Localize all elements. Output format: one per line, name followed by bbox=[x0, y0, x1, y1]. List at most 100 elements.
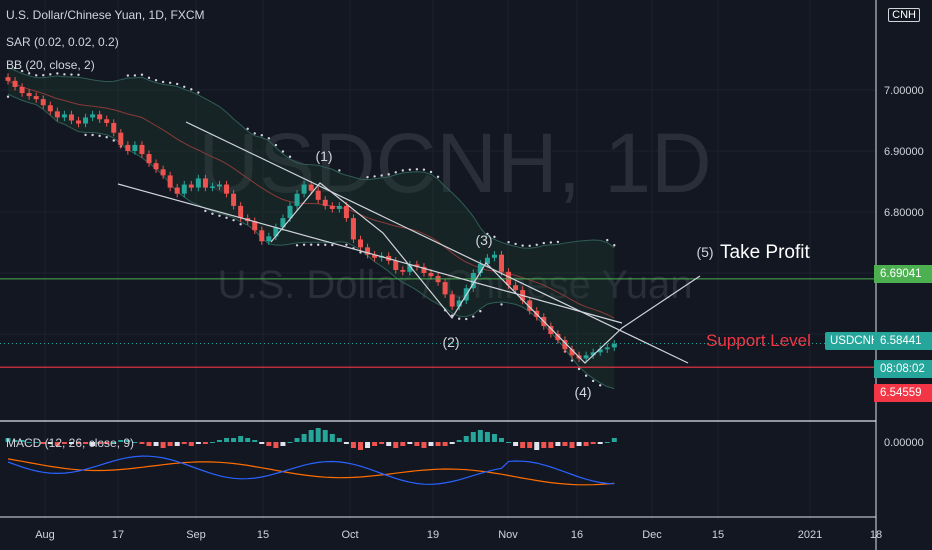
candle-body bbox=[68, 114, 74, 121]
candle-body bbox=[548, 326, 554, 334]
sar-dot bbox=[331, 243, 334, 247]
sar-dot bbox=[112, 139, 115, 142]
sar-dot bbox=[218, 214, 221, 217]
bb-legend[interactable]: BB (20, close, 2) bbox=[6, 58, 95, 72]
sar-dot bbox=[42, 74, 45, 77]
channel-lower-line bbox=[117, 183, 623, 324]
y-tick-label: 6.90000 bbox=[884, 146, 924, 158]
sar-dot bbox=[63, 73, 66, 76]
x-tick-label: 2021 bbox=[798, 529, 822, 541]
candle-body bbox=[5, 77, 11, 81]
sar-dot bbox=[493, 235, 496, 239]
macd-bar bbox=[365, 442, 371, 448]
bb-basis bbox=[7, 80, 615, 319]
sar-dot bbox=[394, 171, 397, 174]
macd-bar bbox=[555, 442, 561, 446]
sar-dot bbox=[528, 244, 531, 248]
sar-dot bbox=[324, 243, 327, 246]
sar-dot bbox=[613, 244, 616, 247]
candle-body bbox=[400, 269, 406, 272]
sar-dot bbox=[260, 134, 263, 137]
candle-body bbox=[217, 184, 222, 187]
candle-body bbox=[252, 221, 258, 231]
support-level-label: Support Level bbox=[706, 331, 811, 350]
wave-3-label: (3) bbox=[475, 232, 492, 248]
macd-bar bbox=[90, 442, 96, 446]
x-tick-label: 18 bbox=[870, 529, 882, 541]
candle-body bbox=[470, 273, 476, 289]
macd-zero-label: 0.00000 bbox=[884, 437, 924, 449]
sar-dot bbox=[140, 73, 144, 76]
grid bbox=[0, 0, 877, 520]
macd-bar bbox=[393, 442, 399, 448]
macd-bar bbox=[484, 432, 490, 442]
macd-bar bbox=[181, 442, 187, 444]
macd-pane bbox=[0, 420, 876, 518]
macd-bar bbox=[160, 442, 166, 448]
candle-body bbox=[301, 184, 307, 194]
currency-button[interactable]: CNH bbox=[888, 8, 920, 22]
candle-body bbox=[484, 257, 490, 264]
sar-dot bbox=[91, 133, 94, 137]
sar-dot bbox=[521, 244, 524, 247]
sar-dot bbox=[274, 143, 278, 147]
sar-dot bbox=[27, 72, 31, 75]
macd-bar bbox=[597, 442, 603, 444]
candle-body bbox=[358, 239, 363, 248]
sar-dot bbox=[436, 175, 440, 179]
candle-body bbox=[350, 218, 356, 240]
x-tick-label: 17 bbox=[112, 529, 124, 541]
macd-bar bbox=[12, 440, 18, 442]
sar-dot bbox=[401, 169, 404, 172]
candle-body bbox=[428, 273, 434, 277]
macd-bar bbox=[238, 436, 244, 442]
x-tick-label: 19 bbox=[427, 529, 439, 541]
sar-legend[interactable]: SAR (0.02, 0.02, 0.2) bbox=[6, 35, 119, 49]
x-tick-label: Sep bbox=[186, 529, 206, 541]
sar-dot bbox=[472, 315, 475, 318]
sar-dot bbox=[161, 80, 165, 84]
sar-dot bbox=[570, 359, 574, 362]
sar-dot bbox=[556, 240, 560, 244]
candle-body bbox=[280, 218, 286, 228]
candle-body bbox=[499, 254, 504, 272]
y-tick-label: 7.00000 bbox=[884, 85, 924, 97]
candle-body bbox=[513, 285, 519, 291]
candle-body bbox=[139, 144, 145, 155]
macd-bar bbox=[414, 442, 420, 446]
sar-dot bbox=[584, 374, 588, 377]
macd-bar bbox=[534, 442, 540, 450]
macd-bar bbox=[449, 442, 455, 444]
candle-body bbox=[61, 114, 67, 118]
macd-bar bbox=[562, 442, 568, 446]
sar-dot bbox=[415, 168, 419, 171]
candle-body bbox=[188, 184, 194, 188]
trend-drawings bbox=[117, 121, 701, 364]
sar-dot bbox=[190, 88, 193, 91]
macd-bar bbox=[499, 438, 504, 442]
resistance-price-badge: 6.69041 bbox=[874, 265, 932, 283]
candle-body bbox=[393, 260, 399, 270]
macd-bar bbox=[266, 442, 272, 446]
macd-bar bbox=[470, 432, 476, 442]
macd-bar bbox=[308, 430, 314, 442]
macd-bar bbox=[61, 442, 67, 444]
macd-legend[interactable]: MACD (12, 26, close, 9) bbox=[6, 436, 135, 450]
macd-bar bbox=[590, 442, 596, 444]
macd-bar bbox=[273, 442, 279, 448]
x-tick-label: Dec bbox=[642, 529, 662, 541]
candle-body bbox=[167, 175, 173, 188]
macd-bar bbox=[583, 442, 589, 446]
macd-bar bbox=[19, 440, 25, 442]
watermark-symbol: USDCNH, 1D bbox=[198, 116, 711, 210]
candle-body bbox=[604, 347, 610, 350]
sar-dot bbox=[479, 310, 482, 313]
sar-dot bbox=[591, 379, 595, 383]
macd-bar bbox=[527, 442, 533, 448]
candle-body bbox=[287, 205, 293, 219]
wave-1-label: (1) bbox=[315, 148, 332, 164]
candle-body bbox=[26, 93, 32, 97]
sar-dot bbox=[359, 251, 362, 254]
